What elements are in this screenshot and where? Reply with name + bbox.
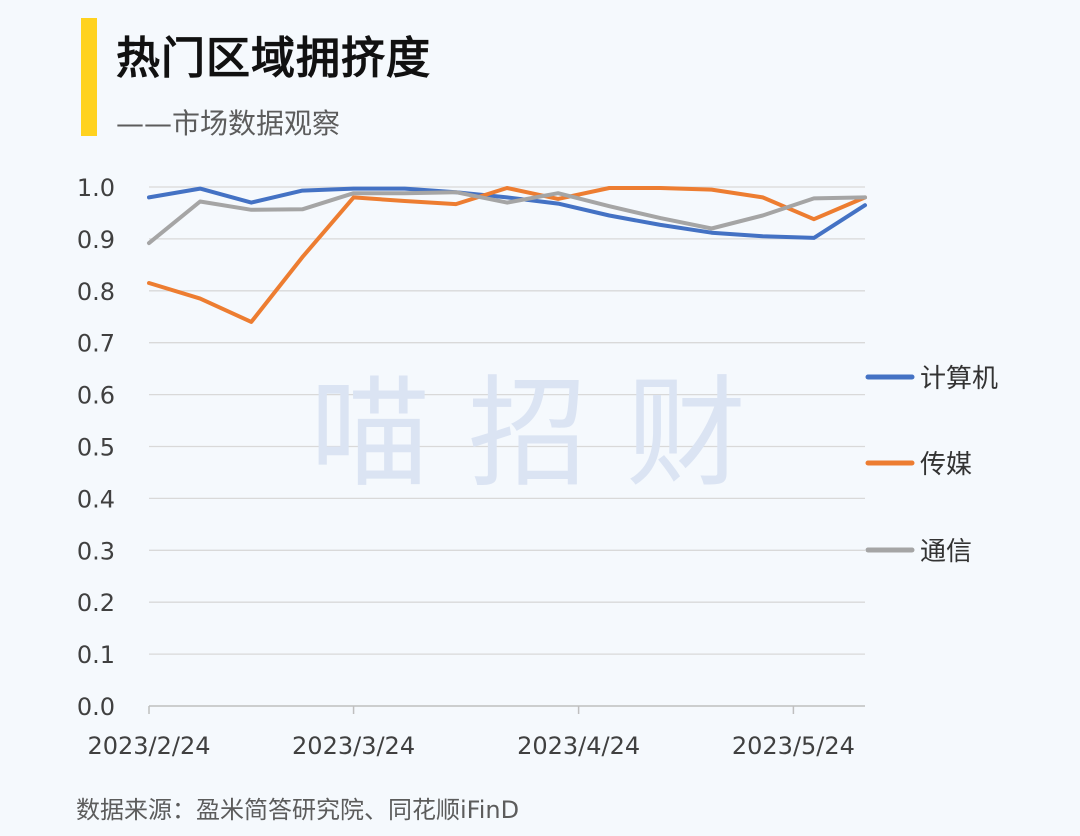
- y-tick-label: 0.6: [77, 382, 115, 410]
- y-tick-label: 1.0: [77, 174, 115, 202]
- page-subtitle: ——市场数据观察: [116, 107, 341, 140]
- series-line-计算机: [147, 186, 867, 240]
- y-tick-label: 0.7: [77, 330, 115, 358]
- grid-lines: [149, 186, 865, 655]
- y-tick-label: 0.1: [77, 641, 115, 669]
- legend-label-计算机: 计算机: [920, 364, 998, 394]
- series-line-通信: [147, 190, 867, 246]
- title-accent-bar: [81, 18, 97, 136]
- axes: 0.0 0.1 0.2 0.3 0.4 0.5 0.6 0.7 0.8 0.9 1.0 2023/2/…: [77, 174, 865, 760]
- y-tick-label: 0.2: [77, 589, 115, 617]
- y-tick-label: 0.8: [77, 278, 115, 306]
- x-tick-label: 2023/2/24: [87, 732, 210, 760]
- legend-label-传媒: 传媒: [920, 450, 972, 480]
- x-tick-label: 2023/5/24: [732, 732, 855, 760]
- series-line-传媒: [147, 186, 867, 324]
- x-tick-label: 2023/4/24: [517, 732, 640, 760]
- y-tick-label: 0.3: [77, 537, 115, 565]
- watermark: 喵 招 财: [310, 365, 746, 504]
- data-source-note: 数据来源：盈米简答研究院、同花顺iFinD: [76, 796, 520, 824]
- series-lines: [147, 186, 867, 324]
- legend-label-通信: 通信: [920, 537, 972, 567]
- page-title: 热门区域拥挤度: [116, 33, 431, 84]
- y-tick-label: 0.4: [77, 485, 115, 513]
- y-tick-label: 0.5: [77, 434, 115, 462]
- y-tick-label: 0.0: [77, 693, 115, 721]
- y-tick-label: 0.9: [77, 226, 115, 254]
- x-tick-label: 2023/3/24: [292, 732, 415, 760]
